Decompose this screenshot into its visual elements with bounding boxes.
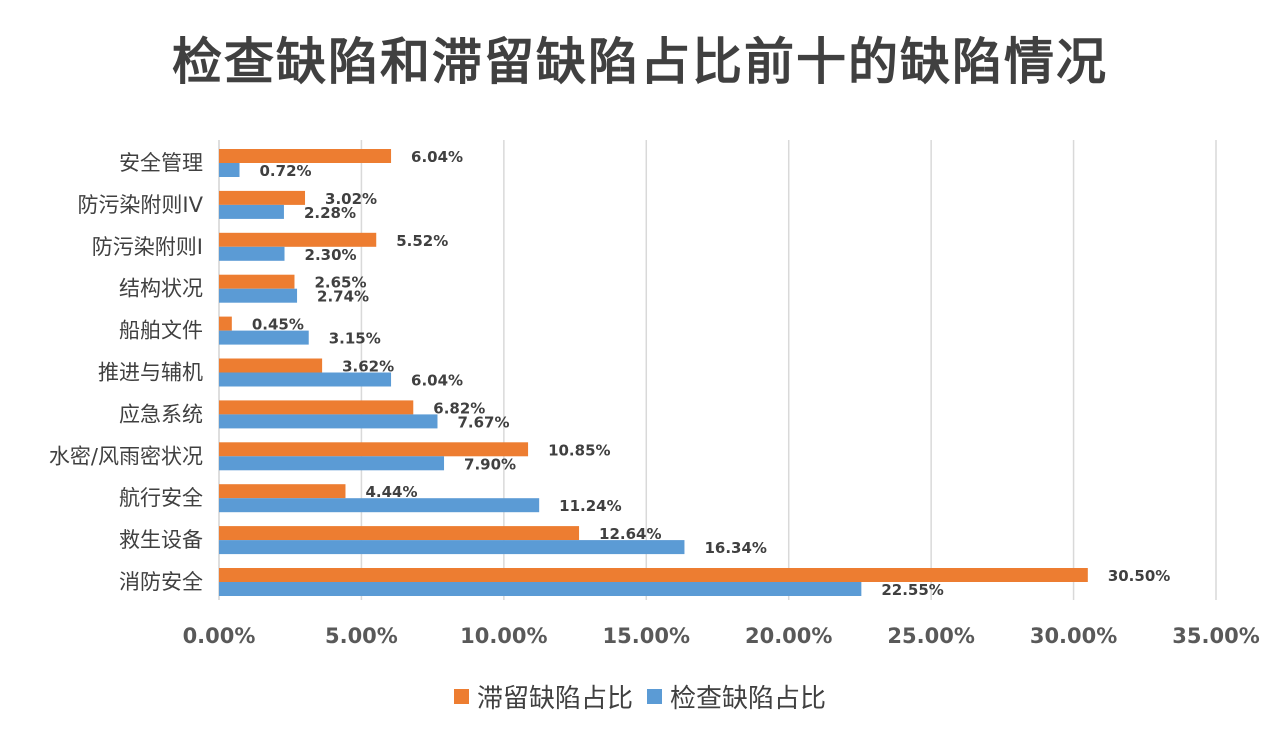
bar-inspection <box>219 246 285 261</box>
bar-inspection <box>219 372 392 387</box>
data-label-inspection: 0.72% <box>260 162 312 180</box>
data-label-detention: 10.85% <box>548 441 610 459</box>
data-label-inspection: 16.34% <box>704 539 766 557</box>
x-tick-label: 10.00% <box>460 624 547 648</box>
category-label: 推进与辅机 <box>98 361 203 385</box>
bar-detention <box>219 190 306 205</box>
category-label: 防污染附则IV <box>77 193 203 217</box>
x-tick-label: 30.00% <box>1030 624 1117 648</box>
legend-swatch-detention <box>453 689 469 704</box>
bar-inspection <box>219 288 298 303</box>
category-label: 安全管理 <box>119 151 203 175</box>
legend-item-detention: 滞留缺陷占比 <box>453 678 633 715</box>
legend-swatch-inspection <box>647 689 662 704</box>
bar-detention <box>219 232 377 247</box>
data-label-inspection: 3.15% <box>329 330 381 348</box>
bar-inspection <box>219 163 240 177</box>
bar-detention <box>219 274 295 289</box>
bar-inspection <box>219 330 309 345</box>
x-tick-label: 15.00% <box>603 624 690 648</box>
data-label-inspection: 22.55% <box>881 581 943 599</box>
data-label-detention: 30.50% <box>1108 567 1170 585</box>
data-label-detention: 6.82% <box>433 399 485 417</box>
category-label: 消防安全 <box>119 570 203 594</box>
data-label-detention: 5.52% <box>396 232 448 250</box>
legend-label-detention: 滞留缺陷占比 <box>476 684 633 714</box>
data-labels: 6.04% 3.02% 5.52% 2.65% 0.45% 3.62% 6.82% 10.85… <box>252 148 1170 599</box>
x-tick-labels: 0.00% 5.00% 10.00% 15.00% 20.00% 25.00% 30.00%… <box>183 624 1260 648</box>
x-tick-label: 5.00% <box>325 624 398 648</box>
bar-inspection <box>219 582 862 596</box>
category-label: 防污染附则I <box>92 235 203 259</box>
category-label: 结构状况 <box>119 277 203 301</box>
bar-inspection <box>219 498 540 513</box>
data-label-detention: 6.04% <box>411 148 463 166</box>
data-label-inspection: 6.04% <box>411 372 463 390</box>
data-label-detention: 3.02% <box>325 190 377 208</box>
bars <box>219 149 1088 596</box>
bar-inspection <box>219 456 445 471</box>
category-label: 应急系统 <box>119 402 203 426</box>
data-label-detention: 12.64% <box>599 525 661 543</box>
data-label-inspection: 7.67% <box>457 413 509 431</box>
data-label-inspection: 7.90% <box>464 455 516 473</box>
category-label: 水密/风雨密状况 <box>49 444 203 468</box>
bar-detention <box>219 526 580 541</box>
bar-inspection <box>219 540 685 555</box>
bar-inspection <box>219 414 438 429</box>
category-label: 船舶文件 <box>119 319 203 343</box>
bar-detention <box>219 400 414 415</box>
data-label-detention: 0.45% <box>252 316 304 334</box>
category-label: 航行安全 <box>119 486 203 510</box>
bar-detention <box>219 484 346 499</box>
data-label-inspection: 2.74% <box>317 288 369 306</box>
chart-title: 检查缺陷和滞留缺陷占比前十的缺陷情况 <box>172 33 1108 91</box>
data-label-detention: 2.65% <box>314 274 366 292</box>
x-tick-label: 20.00% <box>745 624 832 648</box>
data-label-detention: 3.62% <box>342 358 394 376</box>
x-tick-label: 35.00% <box>1172 624 1259 648</box>
data-label-detention: 4.44% <box>365 483 417 501</box>
bar-detention <box>219 149 392 163</box>
bar-detention <box>219 442 529 457</box>
data-label-inspection: 2.28% <box>304 204 356 222</box>
bar-detention <box>219 358 323 373</box>
legend: 滞留缺陷占比 检查缺陷占比 <box>0 678 1280 715</box>
bar-detention <box>219 568 1088 582</box>
x-tick-label: 25.00% <box>887 624 974 648</box>
legend-item-inspection: 检查缺陷占比 <box>647 678 826 715</box>
data-label-inspection: 2.30% <box>305 246 357 264</box>
bar-detention <box>219 316 232 331</box>
category-label: 救生设备 <box>119 528 203 552</box>
x-tick-label: 0.00% <box>183 624 256 648</box>
bar-inspection <box>219 204 284 219</box>
legend-label-inspection: 检查缺陷占比 <box>670 684 827 714</box>
data-label-inspection: 11.24% <box>559 497 621 515</box>
